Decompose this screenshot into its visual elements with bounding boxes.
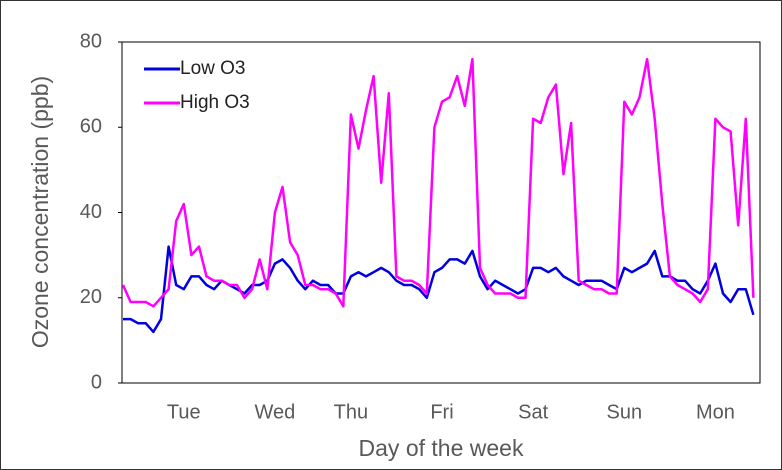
series-line	[121, 57, 755, 308]
x-axis-label: Day of the week	[359, 435, 524, 461]
y-axis-label: Ozone concentration (ppb)	[27, 76, 53, 348]
x-tick-label: Tue	[167, 401, 201, 423]
y-tick-label: 20	[80, 286, 102, 308]
y-tick-label: 80	[80, 30, 102, 52]
x-tick-label: Wed	[255, 401, 296, 423]
legend-label: High O3	[180, 92, 250, 113]
x-tick-label: Thu	[334, 401, 368, 423]
y-tick-label: 40	[80, 201, 102, 223]
y-tick-label: 0	[91, 371, 102, 393]
x-tick-label: Mon	[696, 401, 735, 423]
x-tick-label: Sun	[606, 401, 642, 423]
legend-label: Low O3	[180, 58, 245, 79]
x-tick-label: Fri	[430, 401, 453, 423]
x-tick-label: Sat	[518, 401, 548, 423]
y-tick-label: 60	[80, 116, 102, 138]
